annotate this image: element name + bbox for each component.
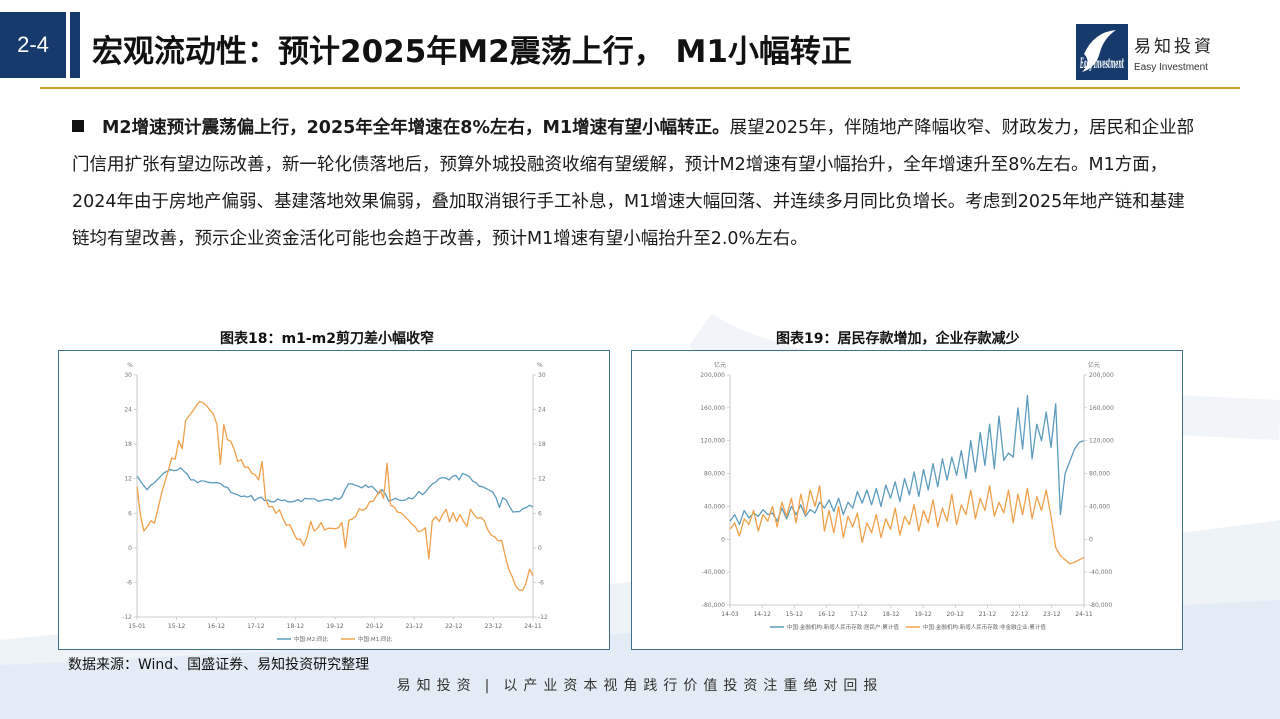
chart19-frame: 亿元 亿元 -80,000 -80,000 -40,000 -40,000 0 0 40,000…	[631, 350, 1183, 650]
y-tick-label-right: -12	[538, 614, 548, 621]
footer-separator: |	[484, 678, 496, 694]
summary-text: 展望2025年，伴随地产降幅收窄、财政发力，居民和企业部门信用扩张有望边际改善，…	[72, 118, 1195, 249]
x-tick-label: 24-11	[524, 623, 542, 630]
summary-lead: M2增速预计震荡偏上行，2025年全年增速在8%左右，M1增速有望小幅转正。	[102, 118, 730, 138]
title-divider	[40, 87, 1240, 89]
data-source-note: 数据来源：Wind、国盛证券、易知投资研究整理	[68, 657, 370, 673]
y-tick-label-right: 24	[538, 407, 546, 414]
y-tick-label-left: 120,000	[700, 438, 725, 445]
left-unit-label: 亿元	[714, 361, 726, 369]
legend-label-1: 中国:金融机构:新增人民币存款:居民户:累计值	[787, 623, 899, 631]
right-unit-label: %	[537, 362, 543, 369]
right-unit-label: 亿元	[1088, 361, 1100, 369]
y-tick-label-left: 30	[124, 372, 132, 379]
legend-label-1: 中国:M2:同比	[294, 635, 328, 643]
y-tick-label-right: 160,000	[1089, 405, 1114, 412]
y-tick-label-left: 12	[124, 476, 132, 483]
y-tick-label-left: -80,000	[702, 602, 725, 609]
x-tick-label: 16-12	[818, 611, 836, 618]
chart18-caption: 图表18：m1-m2剪刀差小幅收窄	[220, 331, 434, 347]
logo-english-name: Easy Investment	[1134, 62, 1208, 73]
x-tick-label: 15-01	[128, 623, 146, 630]
x-tick-label: 19-12	[914, 611, 932, 618]
y-tick-label-left: 200,000	[700, 372, 725, 379]
y-tick-label-right: 12	[538, 476, 546, 483]
x-tick-label: 23-12	[1043, 611, 1061, 618]
x-tick-label: 15-12	[168, 623, 186, 630]
y-tick-label-left: 6	[128, 510, 132, 517]
chart18-frame: %% -12 -12 -6 -6 0 0 6 6 12 12 18 18 24 24 30 30 15-01 15-…	[58, 350, 610, 650]
y-tick-label-left: 80,000	[704, 471, 725, 478]
y-tick-label-right: 120,000	[1089, 438, 1114, 445]
series-line-1	[729, 394, 1085, 526]
y-tick-label-left: 0	[128, 545, 132, 552]
left-unit-label: %	[127, 362, 133, 369]
logo-mark-text: Easy Investment	[1080, 56, 1125, 72]
x-tick-label: 14-03	[721, 611, 739, 618]
y-tick-label-left: -6	[126, 579, 132, 586]
x-tick-label: 15-12	[786, 611, 804, 618]
x-tick-label: 17-12	[247, 623, 265, 630]
y-tick-label-right: 80,000	[1089, 471, 1110, 478]
x-tick-label: 22-12	[445, 623, 463, 630]
y-tick-label-left: -40,000	[702, 569, 725, 576]
summary-paragraph: M2增速预计震荡偏上行，2025年全年增速在8%左右，M1增速有望小幅转正。展望…	[72, 110, 1202, 258]
x-tick-label: 20-12	[947, 611, 965, 618]
chart19-plot: 亿元 亿元 -80,000 -80,000 -40,000 -40,000 0 0 40,000…	[700, 361, 1114, 631]
x-tick-label: 24-11	[1075, 611, 1093, 618]
y-tick-label-left: 0	[721, 536, 725, 543]
x-tick-label: 16-12	[207, 623, 225, 630]
y-tick-label-right: 6	[538, 510, 542, 517]
x-tick-label: 23-12	[485, 623, 503, 630]
footer-slogan: 易知投资 | 以产业资本视角践行价值投资注重绝对回报	[0, 675, 1280, 695]
y-tick-label-right: 30	[538, 372, 546, 379]
x-tick-label: 19-12	[326, 623, 344, 630]
footer-motto: 以产业资本视角践行价值投资注重绝对回报	[503, 678, 884, 694]
chart19-caption: 图表19：居民存款增加，企业存款减少	[776, 331, 1020, 347]
x-tick-label: 22-12	[1011, 611, 1029, 618]
bullet-square-icon	[72, 120, 84, 132]
y-tick-label-right: -80,000	[1089, 602, 1112, 609]
series-line-1	[136, 467, 534, 513]
x-tick-label: 18-12	[287, 623, 305, 630]
x-tick-label: 20-12	[366, 623, 384, 630]
y-tick-label-right: 0	[538, 545, 542, 552]
section-bar	[70, 12, 80, 78]
y-tick-label-right: 40,000	[1089, 503, 1110, 510]
chart18-plot: % % -12 -12 -6 -6 0 0 6 6 12 12 18 18 24 24 30 30 15-01 15-…	[122, 362, 548, 643]
company-logo: Easy Investment 易知投資 Easy Investment	[1076, 24, 1236, 80]
x-tick-label: 18-12	[882, 611, 900, 618]
x-tick-label: 17-12	[850, 611, 868, 618]
x-tick-label: 14-12	[753, 611, 771, 618]
logo-chinese-name: 易知投資	[1134, 37, 1214, 57]
logo-mark-icon: Easy Investment	[1076, 24, 1128, 80]
section-number: 2-4	[0, 12, 66, 78]
legend-label-2: 中国:M1:同比	[358, 635, 392, 643]
y-tick-label-left: 40,000	[704, 503, 725, 510]
x-tick-label: 21-12	[979, 611, 997, 618]
y-tick-label-left: 18	[124, 441, 132, 448]
legend-label-2: 中国:金融机构:新增人民币存款:非金融企业:累计值	[923, 623, 1046, 631]
y-tick-label-right: 18	[538, 441, 546, 448]
y-tick-label-right: 200,000	[1089, 372, 1114, 379]
y-tick-label-left: -12	[122, 614, 132, 621]
footer-company: 易知投资	[396, 678, 477, 694]
y-tick-label-right: -40,000	[1089, 569, 1112, 576]
page-title: 宏观流动性：预计2025年M2震荡上行， M1小幅转正	[92, 34, 852, 70]
x-tick-label: 21-12	[405, 623, 423, 630]
series-line-2	[729, 485, 1085, 565]
y-tick-label-right: 0	[1089, 536, 1093, 543]
y-tick-label-left: 24	[124, 407, 132, 414]
series-line-2	[136, 400, 534, 592]
y-tick-label-left: 160,000	[700, 405, 725, 412]
y-tick-label-right: -6	[538, 579, 544, 586]
